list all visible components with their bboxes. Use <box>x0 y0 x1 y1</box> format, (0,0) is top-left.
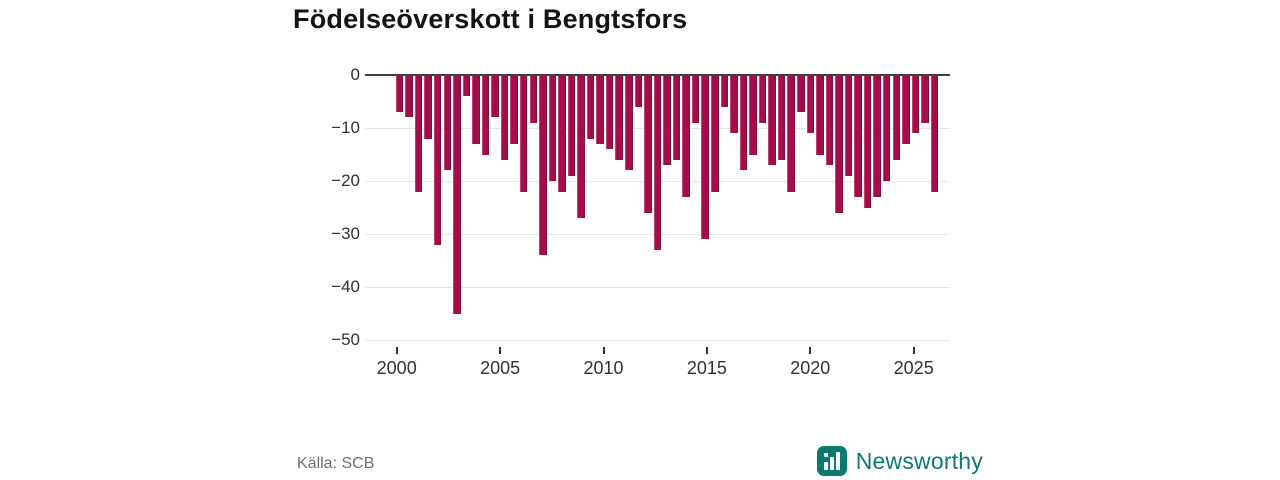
bar-21 <box>596 76 604 144</box>
x-axis-label-2005: 2005 <box>480 358 521 378</box>
bar-5 <box>443 76 452 171</box>
bar-36 <box>739 76 748 171</box>
bar-33 <box>711 76 719 192</box>
bar-32 <box>701 76 709 240</box>
bar-13 <box>519 76 528 192</box>
x-axis-label-2000: 2000 <box>376 358 417 378</box>
bar-0 <box>395 76 404 113</box>
newsworthy-logo: Newsworthy <box>816 444 983 478</box>
bar-55 <box>921 76 929 123</box>
bar-31 <box>691 76 700 123</box>
bar-54 <box>911 76 920 134</box>
gridline-y-40 <box>365 287 950 288</box>
bar-47 <box>844 76 853 176</box>
bar-19 <box>577 76 585 219</box>
bar-30 <box>682 76 690 197</box>
y-axis-label--50: −50 <box>331 330 360 349</box>
bar-14 <box>529 76 537 123</box>
bar-50 <box>873 76 881 197</box>
bar-8 <box>472 76 480 144</box>
zero-baseline <box>365 74 950 76</box>
bar-34 <box>720 76 729 107</box>
bar-41 <box>787 76 795 192</box>
x-axis-label-2010: 2010 <box>583 358 624 378</box>
y-axis-label-0: 0 <box>350 65 360 84</box>
bar-17 <box>558 76 566 192</box>
bar-44 <box>816 76 824 155</box>
x-axis-tick-2025 <box>912 347 915 354</box>
bar-4 <box>433 76 442 245</box>
bar-51 <box>882 76 891 181</box>
bar-24 <box>625 76 633 171</box>
bar-15 <box>539 76 547 256</box>
bar-20 <box>586 76 595 139</box>
bar-38 <box>758 76 767 123</box>
bar-2 <box>414 76 423 192</box>
bar-56 <box>930 76 939 192</box>
bar-46 <box>835 76 843 213</box>
x-axis-label-2015: 2015 <box>686 358 727 378</box>
bar-43 <box>806 76 815 134</box>
bar-26 <box>644 76 652 213</box>
x-axis-label-2025: 2025 <box>893 358 934 378</box>
x-axis-tick-2010 <box>602 347 605 354</box>
bar-3 <box>424 76 432 139</box>
bar-37 <box>749 76 757 155</box>
bar-18 <box>567 76 576 176</box>
bar-9 <box>481 76 490 155</box>
y-axis-label--10: −10 <box>331 118 360 137</box>
bar-16 <box>548 76 557 181</box>
bar-1 <box>405 76 413 118</box>
bar-52 <box>892 76 901 160</box>
bar-27 <box>653 76 662 250</box>
bar-11 <box>500 76 509 160</box>
source-note: Källa: SCB <box>297 455 375 472</box>
bar-35 <box>730 76 738 134</box>
bar-40 <box>777 76 786 160</box>
bar-48 <box>854 76 862 197</box>
bar-28 <box>663 76 671 166</box>
chart-title: Födelseöverskott i Bengtsfors <box>293 4 688 34</box>
bar-12 <box>510 76 518 144</box>
y-axis-label--40: −40 <box>331 277 360 296</box>
bar-45 <box>825 76 834 166</box>
x-axis-tick-2005 <box>499 347 502 354</box>
gridline-y-50 <box>365 340 950 341</box>
x-axis-tick-2020 <box>809 347 812 354</box>
bar-42 <box>797 76 805 113</box>
x-axis-tick-2000 <box>395 347 398 354</box>
y-axis-label--20: −20 <box>331 171 360 190</box>
bar-6 <box>453 76 461 314</box>
bar-29 <box>672 76 681 160</box>
newsworthy-wordmark: Newsworthy <box>855 447 983 474</box>
bar-39 <box>768 76 776 166</box>
x-axis-label-2020: 2020 <box>790 358 831 378</box>
newsworthy-bar-chart-icon <box>816 446 847 476</box>
bar-25 <box>634 76 643 107</box>
x-axis-tick-2015 <box>705 347 708 354</box>
bar-23 <box>615 76 623 160</box>
bar-22 <box>605 76 614 150</box>
bar-10 <box>491 76 499 118</box>
y-axis-label--30: −30 <box>331 224 360 243</box>
bar-49 <box>863 76 872 208</box>
bar-53 <box>902 76 910 144</box>
bar-7 <box>462 76 471 97</box>
